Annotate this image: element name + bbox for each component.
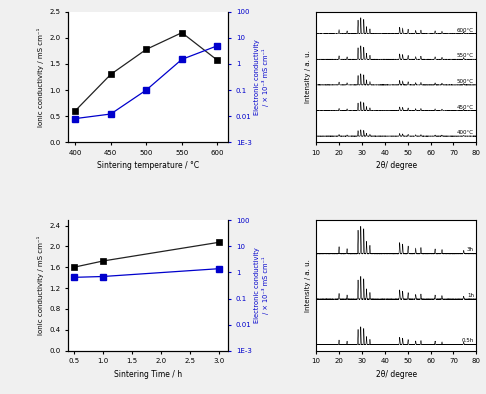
X-axis label: 2θ/ degree: 2θ/ degree	[376, 370, 417, 379]
X-axis label: Sintering Time / h: Sintering Time / h	[114, 370, 182, 379]
Text: 1h: 1h	[467, 293, 474, 298]
Text: 3h: 3h	[467, 247, 474, 252]
Y-axis label: Intensity / a. u.: Intensity / a. u.	[305, 50, 311, 103]
Y-axis label: Electronic conductivity
/ × 10⁻³ mS cm⁻¹: Electronic conductivity / × 10⁻³ mS cm⁻¹	[255, 39, 269, 115]
Text: 400°C: 400°C	[457, 130, 474, 135]
Y-axis label: Electronic conductivity
/ × 10⁻³ mS cm⁻¹: Electronic conductivity / × 10⁻³ mS cm⁻¹	[255, 247, 269, 323]
Text: 600°C: 600°C	[457, 28, 474, 33]
Y-axis label: Ionic conductivity / mS cm⁻¹: Ionic conductivity / mS cm⁻¹	[36, 27, 44, 126]
Y-axis label: Ionic conductivity / mS cm⁻¹: Ionic conductivity / mS cm⁻¹	[36, 236, 44, 335]
Text: 0.5h: 0.5h	[462, 338, 474, 343]
Text: 500°C: 500°C	[457, 79, 474, 84]
Text: 550°C: 550°C	[457, 54, 474, 58]
X-axis label: Sintering temperature / °C: Sintering temperature / °C	[97, 161, 199, 170]
Text: 450°C: 450°C	[457, 105, 474, 110]
X-axis label: 2θ/ degree: 2θ/ degree	[376, 161, 417, 170]
Y-axis label: Intensity / a. u.: Intensity / a. u.	[305, 259, 311, 312]
